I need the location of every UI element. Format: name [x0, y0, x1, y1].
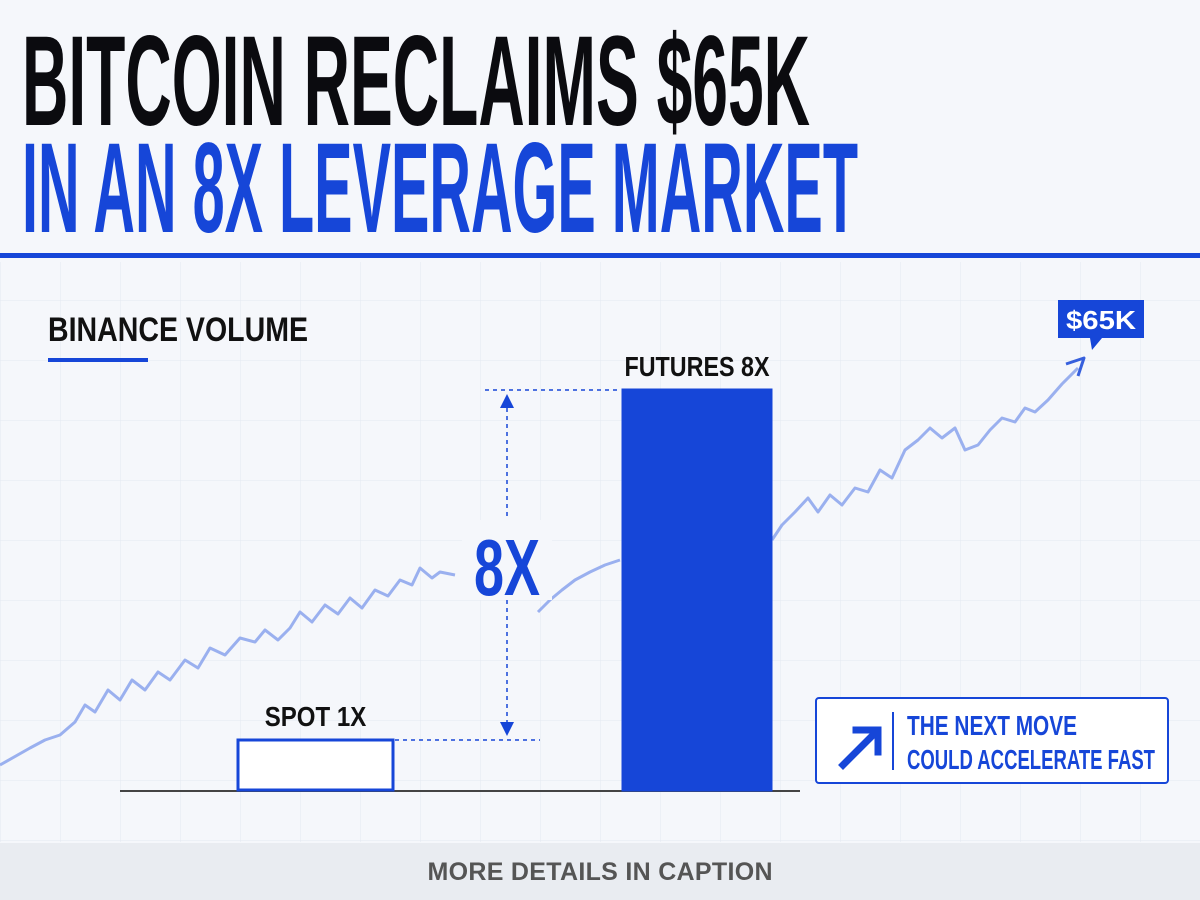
- bar-label: SPOT 1X: [265, 701, 367, 732]
- callout-line: COULD ACCELERATE FAST: [907, 744, 1155, 775]
- ratio-label-bg: [462, 520, 552, 600]
- divider: [0, 253, 1200, 258]
- callout-arrow: [838, 726, 882, 770]
- bar-label: FUTURES 8X: [625, 351, 770, 382]
- subtitle: IN AN 8X LEVERAGE MARKET: [22, 117, 858, 260]
- title: BITCOIN RECLAIMS $65K: [22, 10, 810, 153]
- section-label: BINANCE VOLUME: [48, 311, 308, 349]
- footer: MORE DETAILS IN CAPTION: [428, 858, 773, 886]
- callout-box: [815, 697, 1169, 784]
- section-underline: [48, 358, 148, 362]
- price-tag-bubble: [1058, 300, 1144, 350]
- ratio-arrowhead: [500, 394, 514, 408]
- ratio-arrowhead: [500, 722, 514, 736]
- bar: [621, 388, 773, 792]
- callout-line: THE NEXT MOVE: [907, 710, 1077, 741]
- ratio-label: 8X: [474, 523, 540, 612]
- price-tag: $65K: [1066, 305, 1136, 335]
- footer-band: [0, 843, 1200, 900]
- bar: [236, 738, 395, 792]
